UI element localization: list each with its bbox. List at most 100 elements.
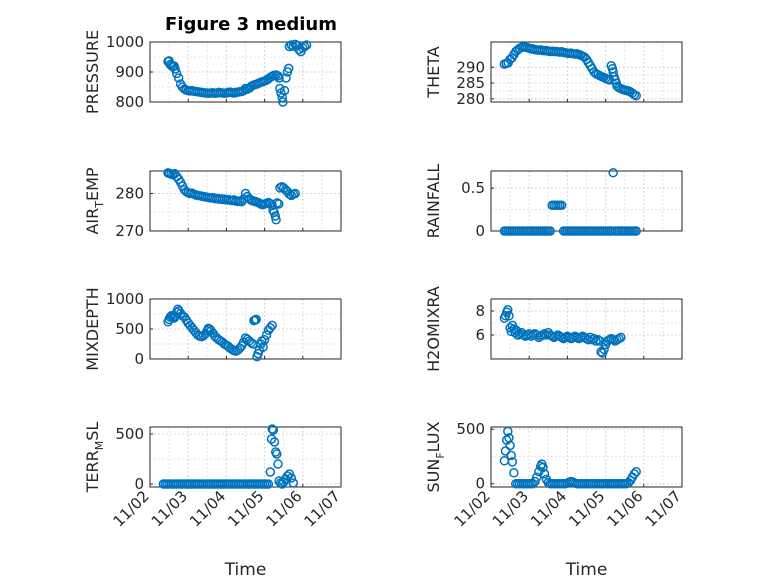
y-tick-label: 8	[475, 302, 485, 320]
data-point	[299, 41, 310, 52]
y-axis-label: MIXDEPTH	[83, 287, 102, 370]
data-point	[251, 314, 261, 325]
data-point	[532, 472, 542, 482]
data-point	[265, 323, 276, 333]
data-point	[267, 320, 277, 331]
axes-box	[490, 41, 683, 103]
y-tick-label: 0	[475, 222, 485, 240]
data-point	[288, 478, 299, 488]
data-point	[503, 305, 513, 315]
x-axis-label: Time	[224, 560, 267, 580]
y-tick-label: 285	[456, 74, 485, 92]
y-tick-label: 0.5	[461, 179, 485, 197]
data-point	[275, 183, 285, 193]
plot-area	[491, 427, 682, 487]
data-point	[507, 457, 518, 467]
data-point	[272, 449, 282, 459]
y-tick-label: 500	[456, 420, 485, 438]
series-markers	[163, 304, 277, 362]
series-markers	[499, 426, 641, 489]
y-tick-label: 270	[115, 222, 144, 240]
y-tick-label: 1000	[106, 33, 144, 51]
data-point	[274, 476, 284, 486]
y-axis-label: H2OMIXRA	[424, 286, 443, 372]
data-point	[259, 335, 270, 345]
plot-area	[150, 427, 341, 487]
data-point	[283, 63, 294, 74]
data-point	[278, 97, 288, 107]
series-markers	[163, 168, 300, 225]
data-point	[539, 469, 550, 479]
data-point	[261, 330, 272, 340]
data-point	[272, 198, 282, 208]
axes-box	[490, 298, 683, 360]
y-tick-label: 290	[456, 58, 485, 76]
data-point	[629, 469, 640, 479]
data-point	[530, 476, 540, 487]
data-point	[269, 437, 280, 447]
data-point	[505, 440, 515, 451]
data-point	[631, 226, 641, 236]
plot-area	[491, 42, 682, 102]
data-point	[284, 189, 295, 199]
data-point	[274, 73, 284, 83]
data-point	[267, 424, 277, 434]
y-axis-label: RAINFALL	[424, 164, 443, 239]
data-point	[270, 211, 281, 221]
y-tick-label: 280	[456, 90, 485, 108]
data-point	[504, 311, 514, 321]
data-point	[538, 462, 548, 473]
y-axis-label: PRESSURE	[83, 30, 102, 114]
data-point	[266, 434, 277, 444]
series-markers	[499, 167, 641, 236]
y-tick-label: 0	[475, 475, 485, 493]
plot-area	[491, 171, 682, 231]
subplot-3: 270 280 AIRTEMP	[83, 167, 342, 240]
data-point	[509, 468, 519, 478]
data-point	[268, 425, 279, 435]
y-axis-label: TERRMSL	[83, 422, 106, 494]
data-point	[171, 68, 182, 79]
series-markers	[499, 41, 641, 101]
subplot-4: 0 0.5 RAINFALL	[424, 164, 683, 240]
data-point	[273, 199, 284, 209]
y-tick-label: 500	[115, 425, 144, 443]
series-markers	[499, 305, 626, 358]
data-point	[273, 459, 283, 469]
data-point	[290, 188, 300, 199]
data-point	[599, 344, 609, 355]
data-point	[281, 73, 291, 83]
data-point	[556, 200, 567, 211]
data-point	[593, 335, 603, 345]
data-point	[165, 312, 175, 322]
y-axis-label: THETA	[424, 46, 443, 98]
y-axis-label: SUNFLUX	[424, 421, 447, 492]
data-point	[616, 332, 626, 343]
data-point	[271, 215, 281, 225]
data-point	[263, 479, 274, 489]
y-tick-label: 6	[475, 326, 485, 344]
data-point	[301, 40, 312, 50]
y-tick-label: 800	[115, 93, 144, 111]
y-tick-label: 280	[115, 185, 144, 203]
series-markers	[163, 39, 312, 107]
data-point	[246, 338, 256, 348]
y-tick-label: 900	[115, 63, 144, 81]
axes-box	[149, 170, 342, 232]
data-point	[614, 333, 624, 344]
y-tick-label: 500	[115, 320, 144, 338]
subplot-6: 6 8 H2OMIXRA	[424, 286, 683, 372]
y-axis-label: AIRTEMP	[83, 167, 106, 234]
data-point	[170, 64, 180, 74]
x-axis-label: Time	[565, 560, 608, 580]
data-point	[608, 167, 618, 178]
data-point	[279, 85, 290, 96]
figure-title: Figure 3 medium	[165, 14, 337, 35]
data-point	[631, 90, 641, 101]
data-point	[503, 426, 513, 437]
data-point	[286, 473, 297, 483]
y-tick-label: 0	[134, 350, 144, 368]
